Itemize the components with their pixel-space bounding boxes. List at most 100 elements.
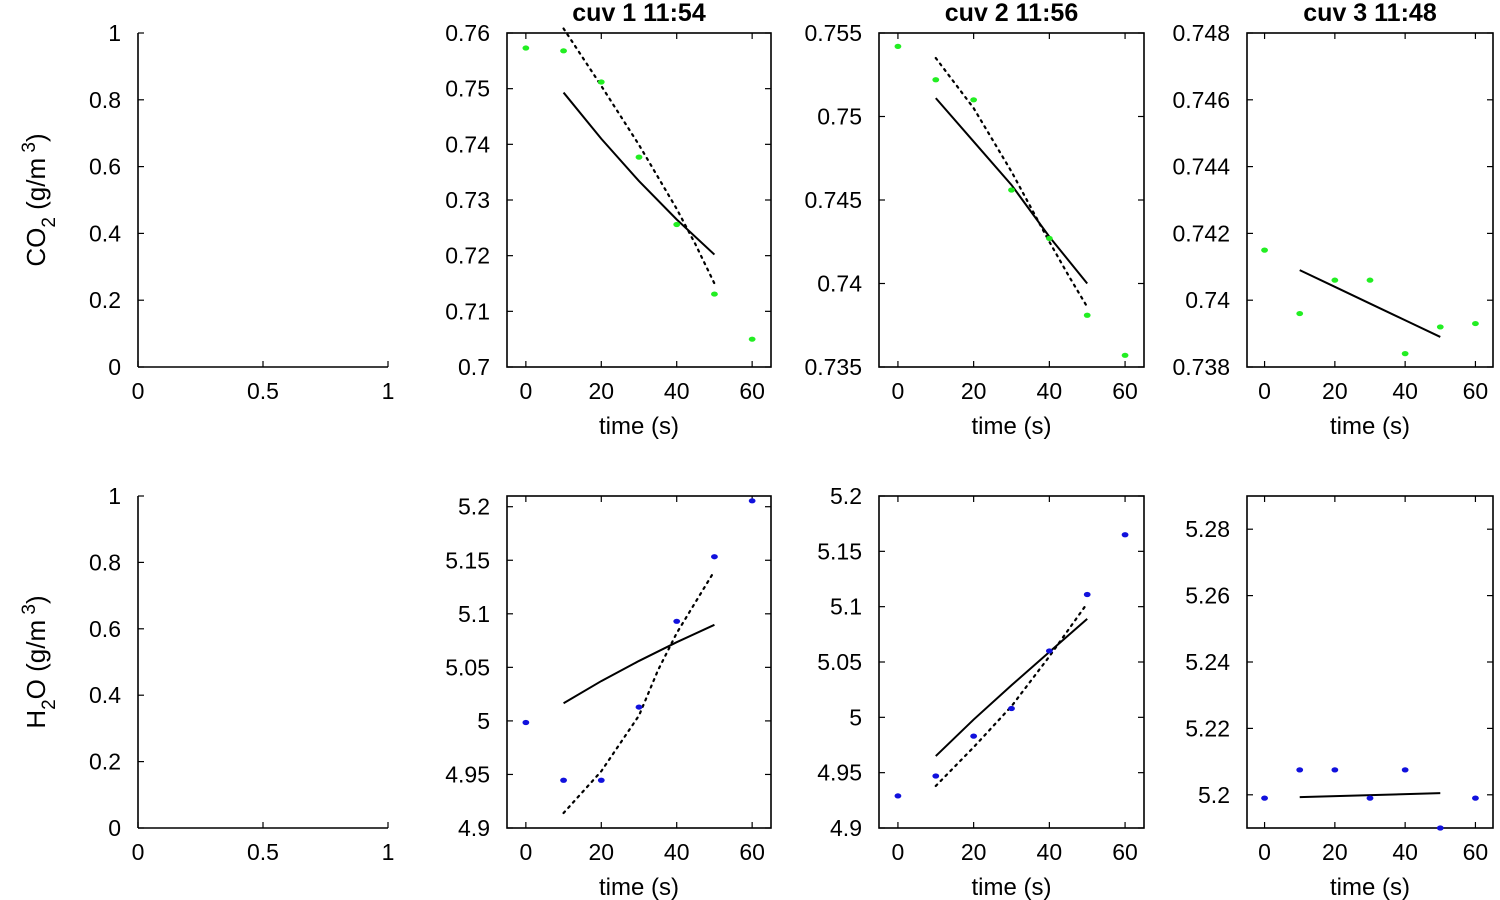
chart-co2-0-ytick-label: 1 xyxy=(108,20,121,46)
chart-co2-2-data-point-2 xyxy=(970,97,978,103)
chart-h2o-1-frame xyxy=(506,495,772,829)
chart-h2o-2-xtick-label: 40 xyxy=(1037,839,1063,865)
co2-label-unit: (g/m xyxy=(21,158,51,217)
chart-co2-1-data-point-0 xyxy=(522,45,530,51)
chart-co2-2-data-point-3 xyxy=(1008,187,1015,193)
chart-co2-2-ytick-label: 0.74 xyxy=(817,271,862,297)
chart-co2-2-ytick-label: 0.755 xyxy=(804,20,862,46)
chart-co2-2-ytick-label: 0.745 xyxy=(804,187,862,213)
chart-co2-1-x-axis-label: time (s) xyxy=(599,413,679,440)
chart-co2-2-xtick-label: 0 xyxy=(892,378,905,404)
chart-h2o-1-data-point-0 xyxy=(522,719,530,726)
chart-h2o-0-xtick-label: 1 xyxy=(382,839,395,865)
chart-co2-3-xtick-label: 60 xyxy=(1463,378,1489,404)
chart-h2o-3-data-point-2 xyxy=(1331,767,1339,773)
chart-co2-0-xtick-label: 1 xyxy=(382,378,395,404)
chart-h2o-2-xtick-label: 20 xyxy=(961,839,987,865)
chart-co2-0-ytick-label: 0.2 xyxy=(89,287,121,313)
h2o-label-unit: (g/m xyxy=(21,620,51,679)
chart-h2o-2-xtick-label: 60 xyxy=(1112,839,1138,865)
chart-co2-1-frame xyxy=(506,32,772,368)
chart-co2-3-data-point-0 xyxy=(1261,247,1268,253)
chart-h2o-3-ytick-label: 5.24 xyxy=(1185,649,1230,675)
chart-h2o-0-ytick-label: 1 xyxy=(108,483,121,509)
chart-h2o-1-xtick-label: 0 xyxy=(519,839,532,865)
chart-co2-3-ytick-label: 0.742 xyxy=(1172,220,1230,246)
chart-h2o-3-ytick-label: 5.26 xyxy=(1185,583,1230,609)
chart-h2o-1-ytick-label: 5 xyxy=(477,708,490,734)
chart-co2-1-xtick-label: 60 xyxy=(739,378,765,404)
chart-h2o-3-data-point-4 xyxy=(1401,767,1409,773)
chart-co2-0-ytick-label: 0 xyxy=(108,354,121,380)
chart-h2o-1-data-point-3 xyxy=(635,704,643,710)
chart-co2-0-xtick-label: 0.5 xyxy=(247,378,279,404)
chart-h2o-1-ytick-label: 5.1 xyxy=(458,601,490,627)
chart-h2o-2-data-point-4 xyxy=(1045,648,1053,654)
chart-h2o-3-data-point-0 xyxy=(1261,795,1268,801)
chart-h2o-1-data-point-1 xyxy=(560,777,567,783)
chart-co2-1-fit-line xyxy=(562,91,716,256)
chart-co2-1-ytick-label: 0.71 xyxy=(445,298,490,324)
chart-h2o-2-data-point-2 xyxy=(970,733,978,739)
h2o-label-sup: 3 xyxy=(19,604,40,620)
chart-h2o-3-ytick-label: 5.2 xyxy=(1198,782,1230,808)
chart-co2-2: 0.735 0.74 0.745 0.75 0.755 0 20 40 60 time (s) cu… xyxy=(804,0,1145,440)
chart-co2-1-ytick-label: 0.7 xyxy=(458,354,490,380)
chart-co2-2-x-axis-label: time (s) xyxy=(972,413,1052,440)
chart-co2-3-fit-line xyxy=(1299,269,1441,338)
chart-h2o-0: 0 0.2 0.4 0.6 0.8 1 0 0.5 1 xyxy=(89,483,394,865)
chart-co2-3-ytick-label: 0.738 xyxy=(1172,354,1230,380)
chart-co2-0-ytick-label: 0.4 xyxy=(89,220,121,246)
chart-h2o-2-ytick-label: 5.15 xyxy=(817,538,862,564)
chart-co2-1-xtick-label: 0 xyxy=(519,378,532,404)
chart-co2-3: 0.738 0.74 0.742 0.744 0.746 0.748 0 20 40 60 time… xyxy=(1172,0,1494,440)
chart-h2o-2-data-point-3 xyxy=(1008,705,1015,712)
chart-co2-1-xtick-label: 40 xyxy=(664,378,690,404)
chart-h2o-3-xtick-label: 20 xyxy=(1322,839,1348,865)
chart-h2o-3: 5.2 5.22 5.24 5.26 5.28 0 20 40 60 time (s) xyxy=(1185,495,1494,900)
chart-co2-1-ytick-label: 0.73 xyxy=(445,187,490,213)
chart-h2o-3-x-axis-label: time (s) xyxy=(1330,874,1410,900)
chart-h2o-1-dotted-fit-line xyxy=(562,569,716,815)
chart-h2o-3-data-point-3 xyxy=(1366,795,1374,801)
chart-co2-0-ytick-label: 0.6 xyxy=(89,154,121,180)
chart-co2-3-data-point-1 xyxy=(1296,310,1304,317)
chart-h2o-1-data-point-6 xyxy=(748,498,756,504)
chart-h2o-0-ytick-label: 0.8 xyxy=(89,549,121,575)
chart-co2-1-data-point-1 xyxy=(560,48,567,54)
chart-h2o-1-xtick-label: 40 xyxy=(664,839,690,865)
chart-h2o-2-xtick-label: 0 xyxy=(892,839,905,865)
chart-h2o-3-frame xyxy=(1246,495,1494,829)
chart-h2o-0-ytick-label: 0 xyxy=(108,815,121,841)
chart-co2-3-xtick-label: 20 xyxy=(1322,378,1348,404)
chart-h2o-3-ytick-label: 5.22 xyxy=(1185,715,1230,741)
h2o-label-close: ) xyxy=(21,595,51,604)
chart-co2-3-data-point-2 xyxy=(1331,277,1339,283)
chart-h2o-2-data-point-6 xyxy=(1121,532,1129,538)
chart-co2-3-data-point-3 xyxy=(1366,277,1374,283)
chart-h2o-1-x-axis-label: time (s) xyxy=(599,874,679,900)
chart-co2-3-ytick-label: 0.744 xyxy=(1172,154,1230,180)
chart-h2o-1-ytick-label: 5.15 xyxy=(445,547,490,573)
co2-y-axis-label: CO2 (g/m 3) xyxy=(19,133,60,266)
chart-h2o-2-ytick-label: 4.95 xyxy=(817,760,862,786)
chart-h2o-2-data-point-5 xyxy=(1083,591,1091,598)
chart-co2-3-ytick-label: 0.748 xyxy=(1172,20,1230,46)
chart-co2-3-data-point-4 xyxy=(1401,351,1409,357)
chart-co2-3-x-axis-label: time (s) xyxy=(1330,413,1410,440)
chart-co2-3-xtick-label: 40 xyxy=(1392,378,1418,404)
chart-h2o-2-x-axis-label: time (s) xyxy=(972,874,1052,900)
chart-h2o-1-ytick-label: 5.2 xyxy=(458,494,490,520)
chart-h2o-2-ytick-label: 4.9 xyxy=(830,815,862,841)
h2o-label-sub: 2 xyxy=(39,699,60,710)
chart-co2-2-ytick-label: 0.75 xyxy=(817,104,862,130)
chart-h2o-1-ytick-label: 4.95 xyxy=(445,761,490,787)
chart-co2-2-data-point-0 xyxy=(894,43,902,49)
chart-co2-0: 0 0.2 0.4 0.6 0.8 1 0 0.5 1 xyxy=(89,20,394,404)
chart-co2-2-dotted-fit-line xyxy=(934,56,1089,308)
chart-h2o-0-ytick-label: 0.6 xyxy=(89,616,121,642)
chart-co2-3-data-point-5 xyxy=(1436,324,1444,330)
chart-h2o-2-data-point-1 xyxy=(932,773,940,779)
chart-h2o-1-fit-line xyxy=(563,623,715,705)
chart-co2-3-xtick-label: 0 xyxy=(1258,378,1271,404)
